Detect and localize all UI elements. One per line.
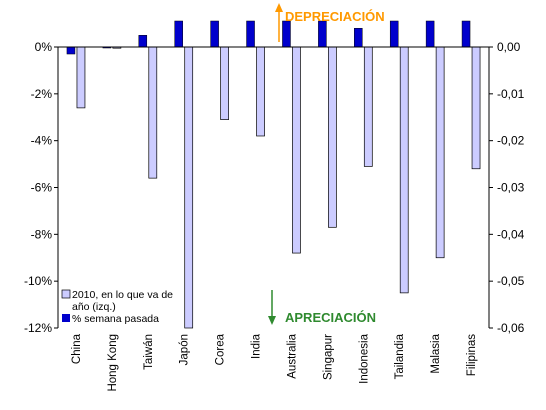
- left-tick-label: -4%: [31, 134, 53, 148]
- bar-2010-9: [399, 46, 409, 294]
- legend: 2010, en lo que va de año (izq.) % seman…: [61, 289, 173, 325]
- category-label: Hong Kong: [107, 334, 119, 392]
- up-arrow-icon: [275, 3, 283, 12]
- right-axis-ticks: 0,00 -0,01 -0,02 -0,03 -0,04 -0,05 -0,06: [489, 40, 525, 335]
- bar-2010-7: [328, 46, 337, 228]
- legend-swatch-week: [62, 314, 70, 322]
- right-tick-label: 0,00: [497, 40, 521, 54]
- category-label: Taiwán: [143, 334, 155, 370]
- right-tick-label: -0,04: [497, 227, 525, 241]
- right-tick-label: -0,03: [497, 181, 525, 195]
- appreciation-label: APRECIACIÓN: [285, 310, 376, 325]
- bar-2010-4: [220, 46, 229, 120]
- bar-week-2: [138, 35, 148, 48]
- bar-week-3: [174, 20, 183, 48]
- legend-label-2010-line2: año (izq.): [72, 301, 116, 313]
- bar-2010-8: [363, 46, 373, 167]
- category-label: Corea: [215, 333, 227, 365]
- bar-2010-3: [184, 46, 194, 329]
- bar-2010-11: [471, 46, 481, 170]
- category-label: Australia: [286, 333, 298, 378]
- category-label: India: [251, 333, 263, 359]
- category-label: Malasia: [430, 333, 442, 373]
- category-label: Singapur: [322, 334, 334, 380]
- left-axis-ticks: 0% -2% -4% -6% -8% -10% -12%: [24, 40, 58, 335]
- bar-week-0: [66, 46, 76, 55]
- category-labels: China Hong Kong Taiwán Japón Corea India Austr…: [71, 333, 478, 391]
- left-tick-label: -12%: [24, 321, 52, 335]
- plot-area: [58, 47, 489, 328]
- bar-week-11: [461, 20, 471, 48]
- down-arrow-icon: [268, 316, 276, 325]
- category-label: Tailandia: [394, 333, 406, 379]
- legend-swatch-2010: [61, 289, 71, 299]
- right-tick-label: -0,06: [497, 321, 525, 335]
- bar-2010-2: [148, 46, 158, 179]
- left-tick-label: 0%: [35, 40, 53, 54]
- left-tick-label: -2%: [31, 87, 53, 101]
- category-label: Indonesia: [358, 333, 370, 383]
- category-label: Filipinas: [466, 334, 478, 376]
- bar-2010-6: [292, 46, 301, 254]
- legend-label-week: % semana pasada: [72, 313, 159, 325]
- bar-week-5: [246, 20, 255, 48]
- right-tick-label: -0,05: [497, 274, 525, 288]
- bar-week-10: [425, 20, 435, 48]
- legend-label-2010-line1: 2010, en lo que va de: [72, 289, 173, 301]
- left-tick-label: -10%: [24, 274, 52, 288]
- right-tick-label: -0,02: [497, 134, 525, 148]
- left-tick-label: -6%: [31, 181, 53, 195]
- bar-2010-5: [256, 46, 265, 137]
- category-label: Japón: [179, 334, 191, 365]
- bar-week-6: [282, 20, 291, 48]
- appreciation-annotation: APRECIACIÓN: [268, 290, 376, 325]
- bar-2010-0: [76, 46, 86, 109]
- category-label: China: [71, 333, 83, 364]
- bar-week-8: [354, 28, 363, 48]
- bar-week-7: [318, 20, 327, 48]
- bar-week-4: [210, 20, 219, 48]
- bar-2010-10: [435, 46, 445, 259]
- bar-week-9: [389, 20, 399, 48]
- depreciation-annotation: DEPRECIACIÓN: [275, 3, 385, 42]
- left-tick-label: -8%: [31, 227, 53, 241]
- right-tick-label: -0,01: [497, 87, 525, 101]
- depreciation-label: DEPRECIACIÓN: [285, 9, 385, 24]
